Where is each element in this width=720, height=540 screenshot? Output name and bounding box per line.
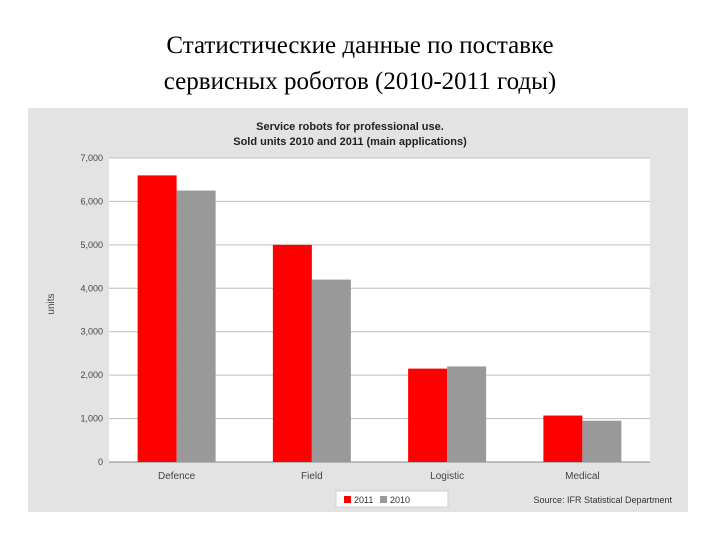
legend-swatch-2010	[380, 496, 387, 503]
y-tick-label: 6,000	[80, 196, 103, 206]
y-axis-title: units	[46, 293, 57, 314]
bar-2011-logistic	[408, 368, 448, 462]
x-tick-label: Medical	[565, 471, 599, 482]
y-tick-label: 7,000	[80, 153, 103, 163]
legend-label-2011: 2011	[354, 495, 373, 505]
bar-2011-medical	[543, 415, 583, 462]
chart-panel: Service robots for professional use. Sol…	[28, 108, 688, 512]
chart-subtitle: Sold units 2010 and 2011 (main applicati…	[233, 136, 467, 148]
y-tick-label: 0	[98, 457, 103, 467]
bar-2010-field	[311, 279, 351, 462]
bar-2011-field	[272, 244, 312, 462]
source-note: Source: IFR Statistical Department	[533, 495, 672, 505]
chart-title: Service robots for professional use.	[256, 121, 444, 133]
bar-2010-medical	[582, 420, 622, 462]
y-tick-label: 1,000	[80, 414, 103, 424]
y-tick-label: 2,000	[80, 370, 103, 380]
y-tick-label: 4,000	[80, 283, 103, 293]
bar-chart: Service robots for professional use. Sol…	[46, 121, 672, 508]
y-tick-label: 5,000	[80, 240, 103, 250]
bar-2010-logistic	[447, 366, 487, 462]
slide-title-line-2: сервисных роботов (2010-2011 годы)	[163, 68, 557, 95]
bar-2011-defence	[137, 175, 177, 462]
legend-label-2010: 2010	[390, 495, 410, 505]
x-tick-label: Logistic	[430, 471, 464, 482]
x-tick-label: Field	[301, 471, 323, 482]
x-tick-label: Defence	[158, 471, 196, 482]
bar-2010-defence	[176, 190, 216, 463]
legend-swatch-2011	[344, 496, 351, 503]
y-tick-label: 3,000	[80, 327, 103, 337]
slide-title-line-1: Статистические данные по поставке	[166, 32, 554, 59]
legend-box	[335, 490, 449, 508]
slide-title: Статистические данные по поставке сервис…	[0, 28, 720, 100]
